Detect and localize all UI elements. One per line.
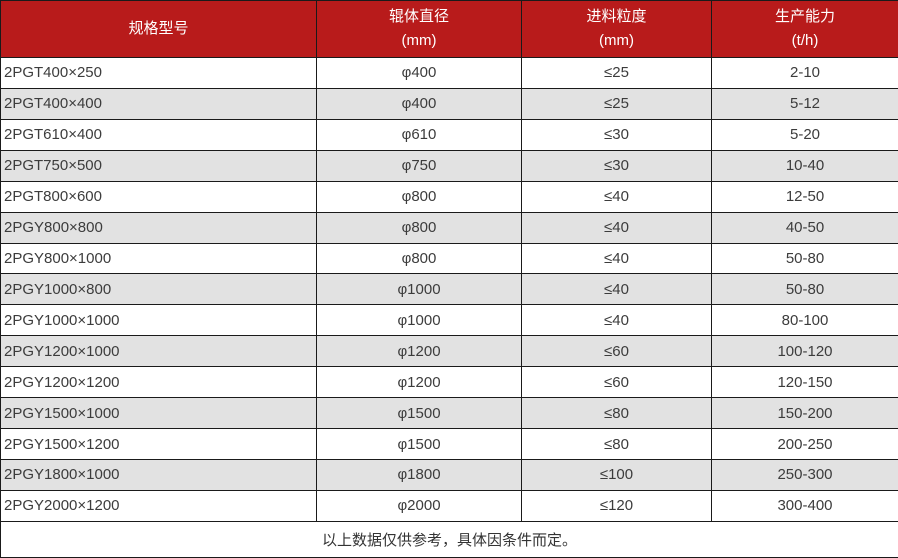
cell-feed-size: ≤40: [521, 242, 712, 275]
spec-table-footer: 以上数据仅供参考，具体因条件而定。: [0, 521, 898, 558]
header-label: 生产能力: [774, 8, 835, 25]
cell-feed-size: ≤100: [521, 458, 712, 491]
table-row: 2PGY1200×1000 φ1200 ≤60 100-120: [0, 335, 898, 368]
cell-capacity: 100-120: [711, 335, 898, 368]
cell-feed-size: ≤25: [521, 87, 712, 120]
header-cell-capacity: 生产能力 (t/h): [711, 0, 898, 58]
cell-capacity: 300-400: [711, 489, 898, 523]
cell-feed-size: ≤30: [521, 149, 712, 182]
header-unit: (t/h): [791, 32, 819, 49]
cell-capacity: 200-250: [711, 428, 898, 460]
header-cell-model: 规格型号: [0, 0, 317, 58]
cell-feed-size: ≤80: [521, 397, 712, 430]
cell-capacity: 50-80: [711, 273, 898, 306]
cell-feed-size: ≤40: [521, 180, 712, 213]
cell-capacity: 12-50: [711, 180, 898, 213]
table-row: 2PGY1000×1000 φ1000 ≤40 80-100: [0, 304, 898, 337]
header-label: 辊体直径: [388, 8, 449, 25]
header-cell-feed-size: 进料粒度 (mm): [521, 0, 712, 58]
cell-model: 2PGT400×250: [0, 57, 317, 89]
cell-model: 2PGY800×1000: [0, 242, 317, 275]
table-row: 2PGY800×800 φ800 ≤40 40-50: [0, 211, 898, 244]
cell-model: 2PGY1800×1000: [0, 458, 317, 491]
cell-capacity: 5-20: [711, 118, 898, 151]
cell-feed-size: ≤60: [521, 366, 712, 399]
cell-capacity: 10-40: [711, 149, 898, 182]
table-row: 2PGY1800×1000 φ1800 ≤100 250-300: [0, 458, 898, 491]
cell-model: 2PGT800×600: [0, 180, 317, 213]
table-row: 2PGY1000×800 φ1000 ≤40 50-80: [0, 273, 898, 306]
cell-model: 2PGY1200×1200: [0, 366, 317, 399]
cell-feed-size: ≤25: [521, 57, 712, 89]
cell-roller-diameter: φ1200: [316, 335, 522, 368]
table-row: 2PGT610×400 φ610 ≤30 5-20: [0, 118, 898, 151]
cell-model: 2PGY1000×800: [0, 273, 317, 306]
cell-roller-diameter: φ750: [316, 149, 522, 182]
cell-roller-diameter: φ800: [316, 180, 522, 213]
cell-roller-diameter: φ1500: [316, 428, 522, 460]
table-row: 2PGY800×1000 φ800 ≤40 50-80: [0, 242, 898, 275]
cell-capacity: 40-50: [711, 211, 898, 244]
cell-model: 2PGY1500×1200: [0, 428, 317, 460]
header-unit: (mm): [599, 32, 634, 49]
cell-feed-size: ≤30: [521, 118, 712, 151]
cell-model: 2PGY1500×1000: [0, 397, 317, 430]
cell-capacity: 120-150: [711, 366, 898, 399]
table-row: 2PGY2000×1200 φ2000 ≤120 300-400: [0, 489, 898, 523]
cell-capacity: 80-100: [711, 304, 898, 337]
cell-roller-diameter: φ2000: [316, 489, 522, 523]
cell-capacity: 150-200: [711, 397, 898, 430]
cell-capacity: 250-300: [711, 458, 898, 491]
cell-model: 2PGT610×400: [0, 118, 317, 151]
cell-roller-diameter: φ800: [316, 211, 522, 244]
table-row: 2PGY1200×1200 φ1200 ≤60 120-150: [0, 366, 898, 399]
cell-model: 2PGT750×500: [0, 149, 317, 182]
table-row: 2PGT800×600 φ800 ≤40 12-50: [0, 180, 898, 213]
cell-feed-size: ≤80: [521, 428, 712, 460]
cell-roller-diameter: φ1500: [316, 397, 522, 430]
header-unit: (mm): [401, 32, 437, 49]
footnote-row: 以上数据仅供参考，具体因条件而定。: [0, 521, 898, 558]
table-row: 2PGT400×250 φ400 ≤25 2-10: [0, 57, 898, 89]
cell-model: 2PGT400×400: [0, 87, 317, 120]
cell-model: 2PGY1000×1000: [0, 304, 317, 337]
table-row: 2PGT400×400 φ400 ≤25 5-12: [0, 87, 898, 120]
cell-roller-diameter: φ1000: [316, 273, 522, 306]
cell-feed-size: ≤60: [521, 335, 712, 368]
header-label: 规格型号: [128, 20, 189, 37]
cell-roller-diameter: φ610: [316, 118, 522, 151]
cell-roller-diameter: φ400: [316, 87, 522, 120]
header-cell-roller-diameter: 辊体直径 (mm): [316, 0, 522, 58]
cell-model: 2PGY800×800: [0, 211, 317, 244]
cell-capacity: 50-80: [711, 242, 898, 275]
cell-roller-diameter: φ1000: [316, 304, 522, 337]
cell-feed-size: ≤40: [521, 211, 712, 244]
cell-model: 2PGY1200×1000: [0, 335, 317, 368]
table-row: 2PGT750×500 φ750 ≤30 10-40: [0, 149, 898, 182]
header-row: 规格型号 辊体直径 (mm) 进料粒度 (mm) 生产能力 (t/h): [0, 0, 898, 58]
cell-feed-size: ≤40: [521, 304, 712, 337]
cell-roller-diameter: φ400: [316, 57, 522, 89]
cell-model: 2PGY2000×1200: [0, 489, 317, 523]
cell-roller-diameter: φ800: [316, 242, 522, 275]
cell-capacity: 2-10: [711, 57, 898, 89]
table-row: 2PGY1500×1200 φ1500 ≤80 200-250: [0, 428, 898, 460]
spec-table-body: 2PGT400×250 φ400 ≤25 2-10 2PGT400×400 φ400 ≤25…: [0, 57, 898, 523]
cell-roller-diameter: φ1200: [316, 366, 522, 399]
cell-feed-size: ≤40: [521, 273, 712, 306]
footnote-text: 以上数据仅供参考，具体因条件而定。: [0, 521, 898, 558]
cell-capacity: 5-12: [711, 87, 898, 120]
spec-table-header: 规格型号 辊体直径 (mm) 进料粒度 (mm) 生产能力 (t/h): [0, 0, 898, 58]
cell-roller-diameter: φ1800: [316, 458, 522, 491]
table-row: 2PGY1500×1000 φ1500 ≤80 150-200: [0, 397, 898, 430]
cell-feed-size: ≤120: [521, 489, 712, 523]
header-label: 进料粒度: [586, 8, 647, 25]
